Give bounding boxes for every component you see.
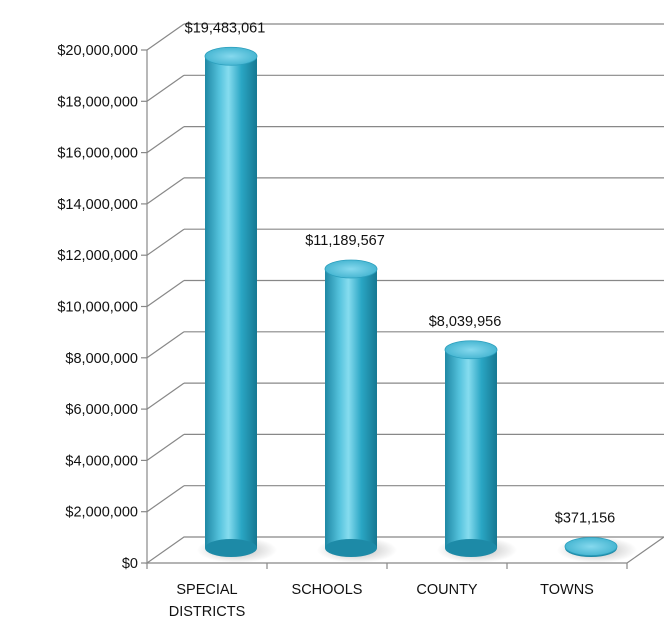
gridline-depth bbox=[146, 433, 185, 461]
gridline-depth bbox=[146, 126, 185, 154]
bars bbox=[197, 46, 637, 563]
data-labels: $19,483,061 $11,189,567 $8,039,956 $371,156 bbox=[185, 20, 616, 526]
y-tick-label: $0 bbox=[122, 556, 138, 572]
bar bbox=[557, 537, 637, 563]
gridlines bbox=[145, 23, 664, 564]
gridline-depth bbox=[146, 331, 185, 359]
gridline-depth bbox=[146, 228, 185, 256]
data-label: $8,039,956 bbox=[429, 314, 502, 330]
bar-body bbox=[325, 268, 377, 548]
x-tick-label-line: DISTRICTS bbox=[169, 604, 246, 620]
y-tick-label: $6,000,000 bbox=[65, 402, 138, 418]
bar-top bbox=[444, 340, 498, 360]
y-axis: $0 $2,000,000 $4,000,000 $6,000,000 $8,000,0… bbox=[57, 43, 148, 572]
bar-top bbox=[564, 537, 618, 556]
x-tick-label: SPECIAL DISTRICTS bbox=[169, 582, 246, 620]
bar-body bbox=[205, 56, 257, 548]
y-tick-label: $8,000,000 bbox=[65, 351, 138, 367]
data-label: $371,156 bbox=[555, 510, 615, 526]
gridline-depth bbox=[146, 382, 185, 410]
y-tick-label: $4,000,000 bbox=[65, 453, 138, 469]
bar-base bbox=[205, 539, 257, 557]
gridline-depth bbox=[146, 23, 185, 51]
x-tick-label-line: COUNTY bbox=[416, 582, 478, 598]
bar bbox=[437, 340, 517, 563]
bar-body bbox=[445, 349, 497, 548]
x-tick-label-line: SCHOOLS bbox=[292, 582, 363, 598]
x-tick-label-line: TOWNS bbox=[540, 582, 594, 598]
bar-base bbox=[325, 539, 377, 557]
bar-top bbox=[324, 259, 378, 279]
y-tick-label: $2,000,000 bbox=[65, 505, 138, 521]
gridline-depth bbox=[146, 177, 185, 205]
bar-top bbox=[204, 46, 258, 66]
bar bbox=[317, 259, 397, 563]
y-tick-label: $12,000,000 bbox=[57, 248, 138, 264]
gridline-depth bbox=[146, 280, 185, 307]
data-label: $11,189,567 bbox=[305, 233, 385, 249]
data-label: $19,483,061 bbox=[185, 20, 266, 36]
gridline-depth bbox=[146, 485, 185, 513]
x-axis: SPECIAL DISTRICTS SCHOOLS COUNTY TOWNS bbox=[146, 563, 628, 620]
x-tick-label: TOWNS bbox=[540, 582, 594, 598]
bar-base bbox=[445, 539, 497, 557]
gridline-depth bbox=[146, 74, 185, 102]
y-tick-label: $18,000,000 bbox=[57, 94, 138, 110]
x-tick-label-line: SPECIAL bbox=[176, 582, 237, 598]
y-tick-label: $10,000,000 bbox=[57, 300, 138, 316]
x-tick-label: SCHOOLS bbox=[292, 582, 363, 598]
y-tick-label: $16,000,000 bbox=[57, 146, 138, 162]
bar bbox=[197, 46, 277, 563]
x-tick-label: COUNTY bbox=[416, 582, 478, 598]
floor bbox=[145, 536, 664, 564]
y-tick-label: $20,000,000 bbox=[57, 43, 138, 59]
y-tick-label: $14,000,000 bbox=[57, 197, 138, 213]
